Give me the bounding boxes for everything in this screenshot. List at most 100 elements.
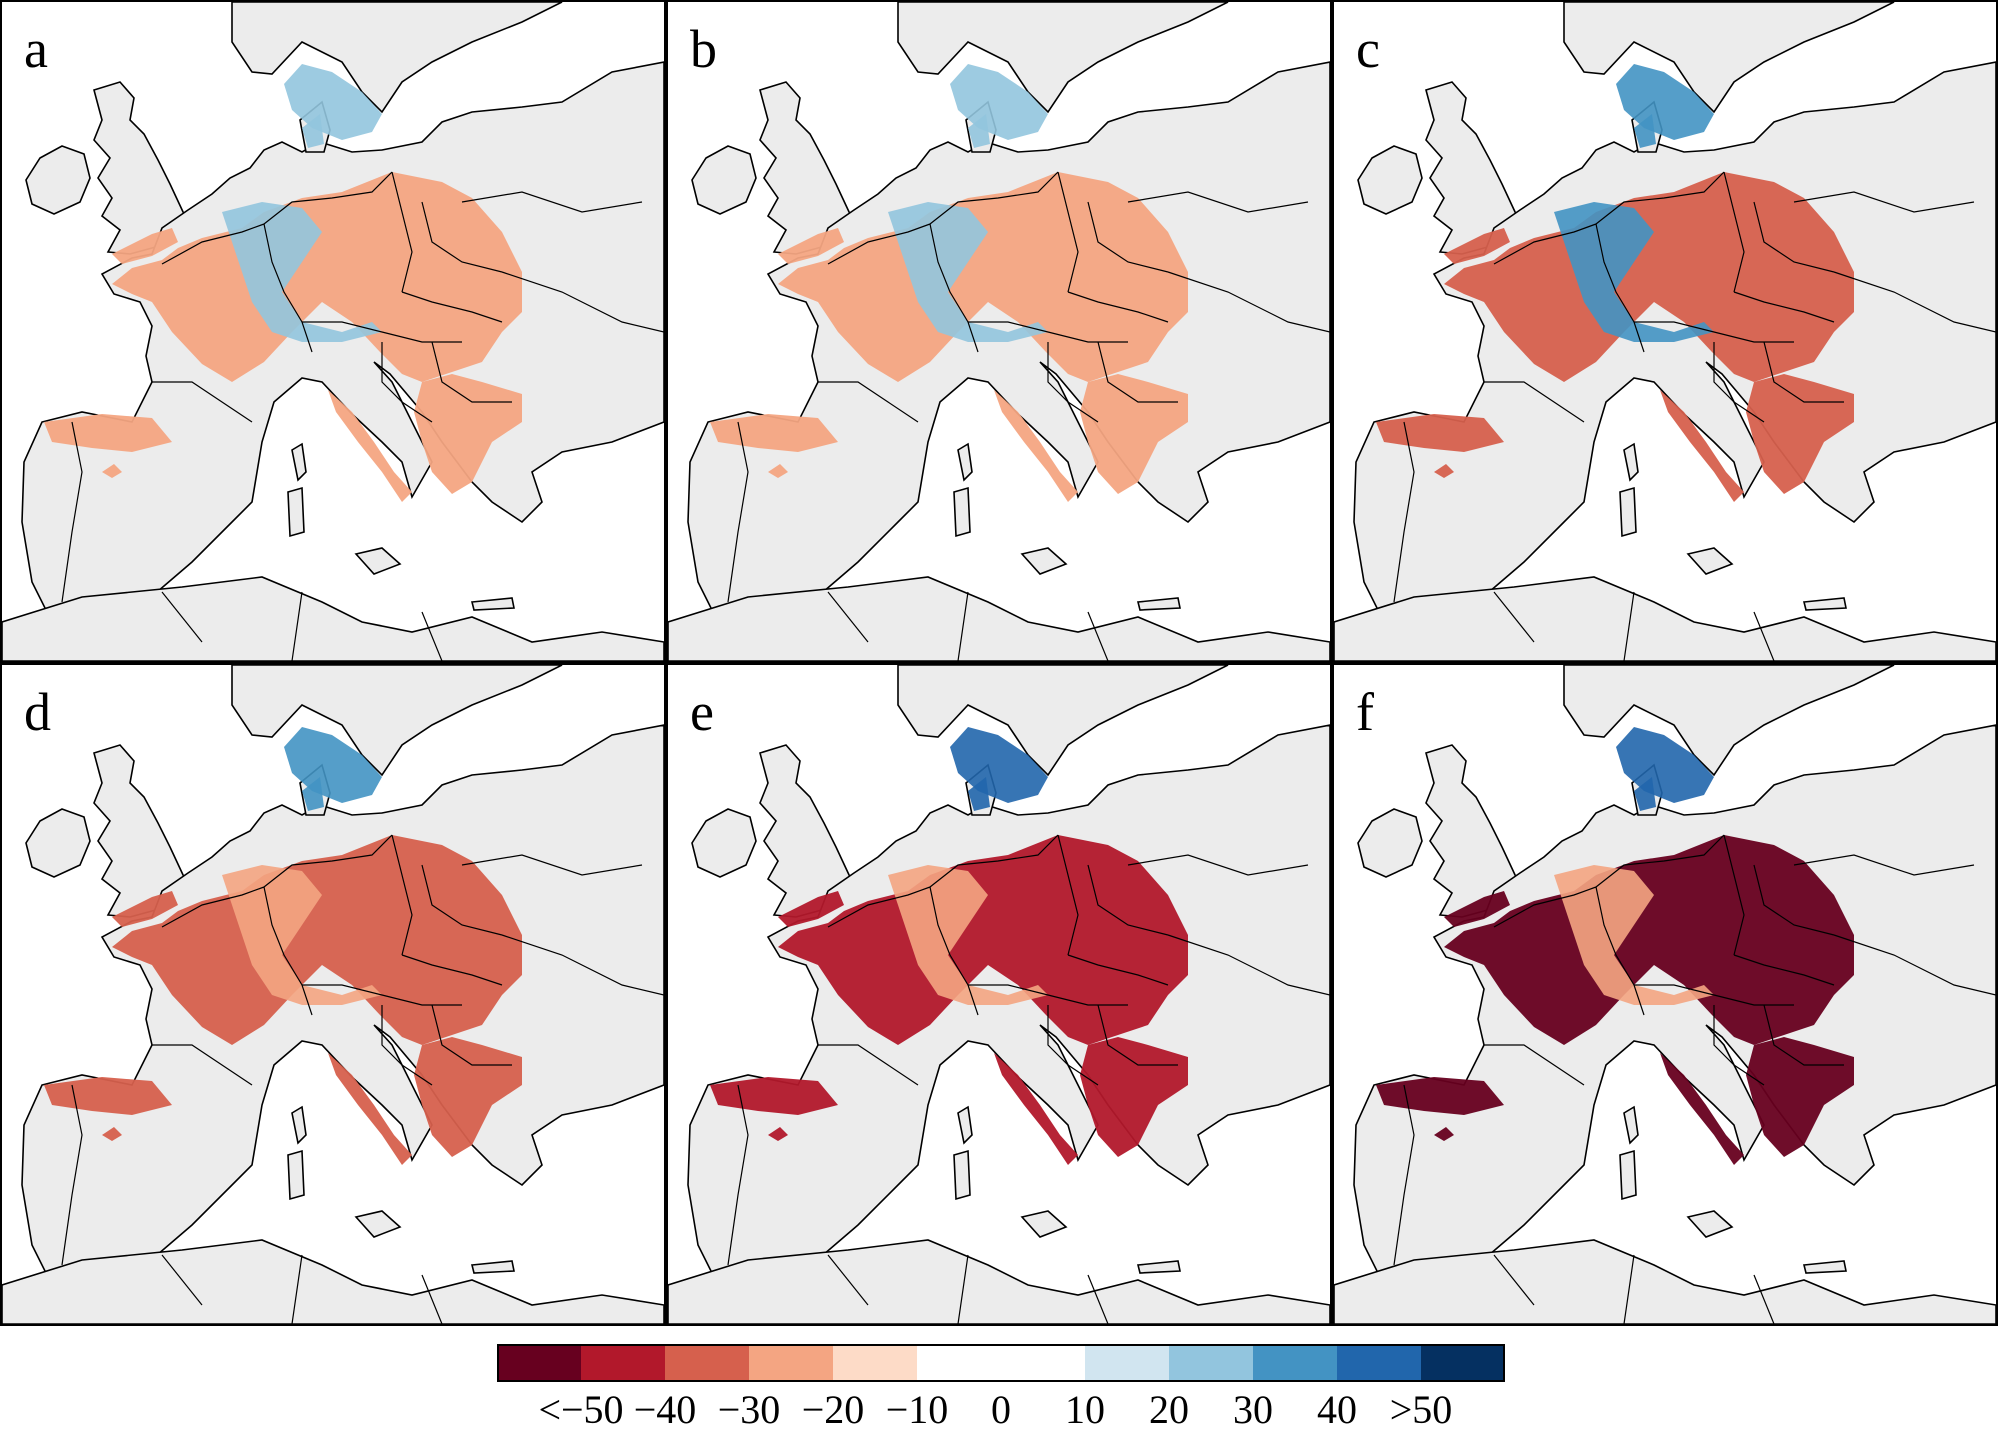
map-f-decrease-region xyxy=(1444,835,1854,1045)
map-e-decrease-region xyxy=(1080,1037,1188,1157)
land-outline xyxy=(470,1260,515,1274)
country-border xyxy=(1047,342,1099,423)
map-f-decrease-region xyxy=(1444,891,1510,927)
colorbar-tick-label: 30 xyxy=(1233,1387,1273,1432)
country-border xyxy=(1793,191,1975,213)
country-border xyxy=(1087,201,1169,273)
land-outline xyxy=(470,597,515,611)
country-border xyxy=(461,854,643,876)
country-border xyxy=(818,1044,919,1086)
country-border xyxy=(1493,223,1597,265)
panel-d-map: d xyxy=(0,663,666,1326)
country-border xyxy=(1713,342,1765,423)
country-border xyxy=(1393,1084,1415,1266)
colorbar-cell xyxy=(749,1344,833,1382)
country-border xyxy=(501,271,664,333)
map-c-decrease-region xyxy=(1660,390,1744,502)
land-outline xyxy=(1020,547,1068,575)
country-border xyxy=(1484,381,1585,423)
map-b-decrease-region xyxy=(994,390,1078,502)
country-border xyxy=(929,223,979,353)
map-f-decrease-region xyxy=(1746,1037,1854,1157)
map-d-decrease-region xyxy=(328,1053,412,1165)
map-c-decrease-region xyxy=(1444,172,1854,382)
land-outline xyxy=(897,2,1229,114)
country-border xyxy=(727,1084,749,1266)
country-border xyxy=(1763,341,1844,403)
country-border xyxy=(818,381,919,423)
map-d-increase-region xyxy=(302,777,324,811)
country-border xyxy=(1753,201,1835,273)
map-d-increase-region xyxy=(284,727,382,803)
country-border xyxy=(152,381,253,423)
colorbar-tick-label: 20 xyxy=(1149,1387,1189,1432)
colorbar-tick-label: <−50 xyxy=(538,1387,624,1432)
country-border xyxy=(1833,271,1996,333)
country-border xyxy=(1733,954,1835,986)
land-outline xyxy=(1623,1105,1639,1145)
map-e-decrease-region xyxy=(778,835,1188,1045)
country-border xyxy=(421,1274,443,1324)
country-border xyxy=(827,223,931,265)
panel-a-map: a xyxy=(0,0,666,663)
country-border xyxy=(391,171,413,293)
colorbar-cell xyxy=(917,1344,1001,1382)
map-b xyxy=(668,2,1330,661)
map-a-increase-region xyxy=(284,64,382,140)
land-outline xyxy=(897,665,1229,777)
country-border xyxy=(929,171,1059,225)
colorbar-cell xyxy=(1253,1344,1337,1382)
country-border xyxy=(1733,291,1835,323)
land-outline xyxy=(25,808,91,878)
land-outline xyxy=(1563,2,1895,114)
country-border xyxy=(1484,1044,1585,1086)
map-e xyxy=(668,665,1330,1324)
colorbar-cell xyxy=(497,1344,581,1382)
land-outline xyxy=(25,145,91,215)
map-b-decrease-region xyxy=(1080,374,1188,494)
country-border xyxy=(1753,864,1835,936)
land-outline xyxy=(1802,597,1847,611)
panel-e-map: e xyxy=(666,663,1332,1326)
map-c xyxy=(1334,2,1996,661)
map-a-decrease-region xyxy=(328,390,412,502)
country-border xyxy=(381,1005,433,1086)
colorbar-tick-label: −30 xyxy=(717,1387,781,1432)
land-outline xyxy=(287,1149,305,1201)
country-border xyxy=(161,223,265,265)
map-b-decrease-region xyxy=(778,228,844,264)
country-border xyxy=(61,421,83,603)
land-outline xyxy=(1563,665,1895,777)
country-border xyxy=(1493,591,1535,643)
land-outline xyxy=(354,547,402,575)
country-border xyxy=(431,341,512,403)
country-border xyxy=(929,886,979,1016)
country-border xyxy=(391,834,413,956)
land-outline xyxy=(1619,486,1637,538)
country-border xyxy=(1713,1005,1765,1086)
map-b-increase-region xyxy=(950,64,1048,140)
colorbar-cell xyxy=(1001,1344,1085,1382)
country-border xyxy=(263,834,393,888)
country-border xyxy=(1167,934,1330,996)
country-border xyxy=(1393,421,1415,603)
map-d-decrease-region xyxy=(102,1127,122,1141)
country-border xyxy=(1753,611,1775,661)
country-border xyxy=(461,191,643,213)
country-border xyxy=(501,934,664,996)
panel-c-map: c xyxy=(1332,0,1998,663)
map-f-increase-region xyxy=(1616,727,1714,803)
map-d-decrease-region xyxy=(414,1037,522,1157)
map-e-increase-region xyxy=(968,777,990,811)
colorbar-tick-label: 10 xyxy=(1065,1387,1105,1432)
land-outline xyxy=(953,486,971,538)
country-border xyxy=(827,1254,869,1306)
country-border xyxy=(61,1084,83,1266)
map-b-increase-region xyxy=(888,202,1048,342)
country-border xyxy=(1793,854,1975,876)
panel-f-map: f xyxy=(1332,663,1998,1326)
land-outline xyxy=(1686,1210,1734,1238)
country-border xyxy=(1623,591,1635,661)
colorbar-cell xyxy=(1421,1344,1505,1382)
land-outline xyxy=(1623,442,1639,482)
